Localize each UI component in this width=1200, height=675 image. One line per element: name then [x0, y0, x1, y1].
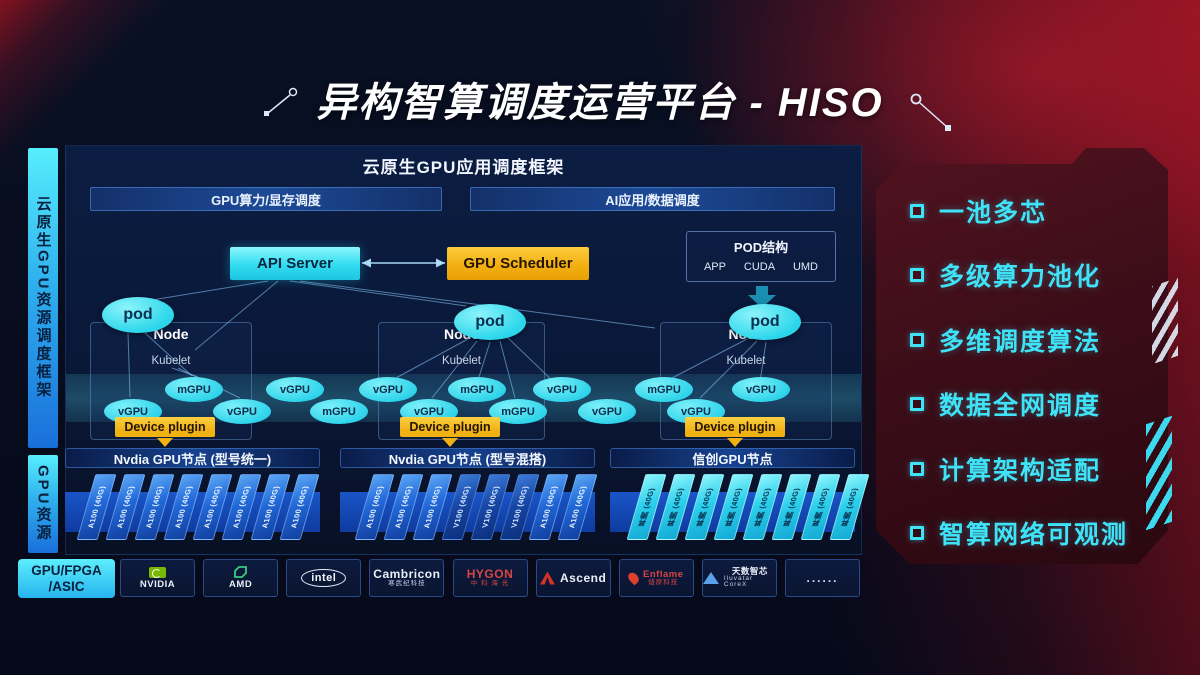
- iluvatar-logo-icon: [702, 571, 719, 584]
- vendor-nvidia: NVIDIA: [120, 559, 195, 597]
- pod-struct-item-cuda: CUDA: [743, 261, 776, 273]
- device-plugin-arrow-icon: [157, 438, 173, 447]
- pod-struct-item-umd: UMD: [792, 261, 819, 273]
- vgpu-ellipse: vGPU: [732, 377, 790, 402]
- pod-structure-box: POD结构 APP CUDA UMD: [686, 231, 836, 282]
- vendor-enflame: Enflame 燧原科技: [618, 559, 694, 597]
- device-plugin-arrow-icon: [727, 438, 743, 447]
- ascend-logo-icon: [539, 571, 555, 585]
- pod-struct-item-app: APP: [703, 261, 726, 273]
- pod-ellipse: pod: [454, 304, 526, 340]
- mgpu-ellipse: mGPU: [635, 377, 693, 402]
- amd-logo-icon: [234, 566, 248, 578]
- features-panel: [876, 148, 1168, 564]
- framework-header: 云原生GPU应用调度框架: [362, 158, 565, 177]
- vendor-hygon: HYGON 中 科 海 光: [452, 559, 528, 597]
- vendor-logo-row: NVIDIA AMD intel Cambricon 寒武纪科技 HYGON 中 科 海 光…: [120, 559, 860, 598]
- vgpu-ellipse: vGPU: [533, 377, 591, 402]
- vendor-cambricon: Cambricon 寒武纪科技: [369, 559, 445, 597]
- mgpu-ellipse: mGPU: [310, 399, 368, 424]
- nvidia-logo-icon: [148, 566, 166, 578]
- mgpu-ellipse: mGPU: [448, 377, 506, 402]
- vgpu-ellipse: vGPU: [266, 377, 324, 402]
- vendor-ascend: Ascend: [535, 559, 611, 597]
- api-server-box: API Server: [230, 247, 360, 280]
- gpu-node-bar-uniform: Nvdia GPU节点 (型号统一): [65, 448, 320, 468]
- device-plugin-arrow-icon: [442, 438, 458, 447]
- device-plugin-box: Device plugin: [400, 417, 500, 437]
- vendor-intel: intel: [286, 559, 362, 597]
- pod-ellipse: pod: [729, 304, 801, 340]
- gpu-node-bar-xinchuang: 信创GPU节点: [610, 448, 855, 468]
- left-rail-label: 云原生GPU资源调度框架: [34, 196, 52, 400]
- vendor-amd: AMD: [203, 559, 279, 597]
- gpu-node-bar-mixed: Nvdia GPU节点 (型号混搭): [340, 448, 595, 468]
- hazard-stripes-white-icon: [1152, 277, 1178, 365]
- vgpu-ellipse: vGPU: [213, 399, 271, 424]
- hardware-types-label: GPU/FPGA /ASIC: [18, 559, 115, 598]
- device-plugin-box: Device plugin: [685, 417, 785, 437]
- intel-logo-icon: intel: [301, 569, 347, 587]
- pod-structure-title: POD结构: [733, 240, 789, 255]
- kubelet-label: Kubelet: [151, 355, 191, 367]
- hazard-stripes-cyan-icon: [1146, 415, 1172, 531]
- vgpu-ellipse: vGPU: [578, 399, 636, 424]
- ai-app-data-scheduling-bar: AI应用/数据调度: [470, 187, 835, 211]
- vendor-iluvatar: 天数智芯 Iluvatar CoreX: [701, 559, 777, 597]
- vgpu-ellipse: vGPU: [359, 377, 417, 402]
- device-plugin-box: Device plugin: [115, 417, 215, 437]
- left-rail-gpu-resource: GPU资源: [28, 455, 58, 553]
- left-rail-label: GPU资源: [34, 465, 52, 543]
- page-title: 异构智算调度运营平台 - HISO: [316, 81, 884, 125]
- gpu-compute-memory-scheduling-bar: GPU算力/显存调度: [90, 187, 442, 211]
- kubelet-label: Kubelet: [441, 355, 481, 367]
- left-rail-cloud-native-gpu: 云原生GPU资源调度框架: [28, 148, 58, 448]
- enflame-logo-icon: [626, 570, 641, 586]
- mgpu-ellipse: mGPU: [165, 377, 223, 402]
- gpu-scheduler-box: GPU Scheduler: [447, 247, 589, 280]
- pod-ellipse: pod: [102, 297, 174, 333]
- kubelet-label: Kubelet: [726, 355, 766, 367]
- vendor-dots: ......: [785, 559, 860, 597]
